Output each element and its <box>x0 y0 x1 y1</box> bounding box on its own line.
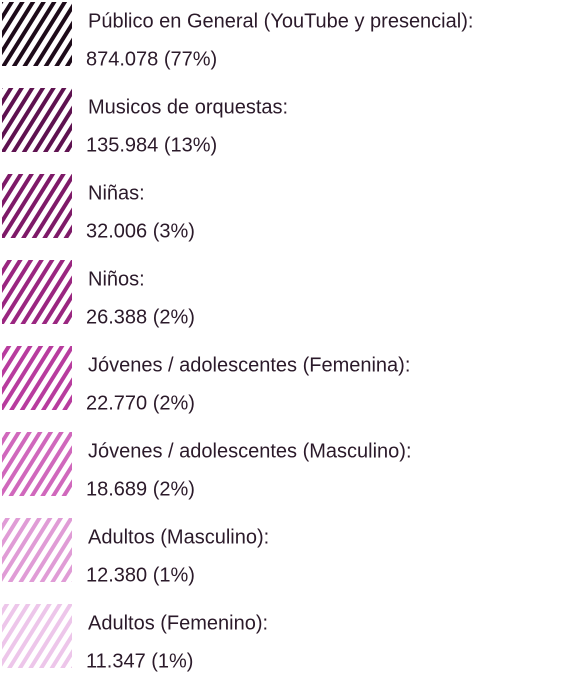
legend-swatch <box>2 432 72 496</box>
legend-swatch <box>2 518 72 582</box>
legend-value: 26.388 (2%) <box>86 306 195 328</box>
legend-swatch <box>2 346 72 410</box>
legend-label: Musicos de orquestas: <box>88 96 288 118</box>
legend-value: 12.380 (1%) <box>86 564 195 586</box>
legend-value: 135.984 (13%) <box>86 134 217 156</box>
legend-label: Adultos (Masculino): <box>88 526 269 548</box>
legend-value: 18.689 (2%) <box>86 478 195 500</box>
legend-value: 32.006 (3%) <box>86 220 195 242</box>
legend-value: 22.770 (2%) <box>86 392 195 414</box>
legend-swatch <box>2 260 72 324</box>
legend-value: 11.347 (1%) <box>86 650 193 672</box>
legend-label: Jóvenes / adolescentes (Masculino): <box>88 440 412 462</box>
legend-label: Público en General (YouTube y presencial… <box>88 10 473 32</box>
legend-swatch <box>2 2 72 66</box>
legend-swatch <box>2 174 72 238</box>
legend-label: Adultos (Femenino): <box>88 612 268 634</box>
legend-label: Niños: <box>88 268 145 290</box>
legend-swatch <box>2 604 72 668</box>
legend-value: 874.078 (77%) <box>86 48 217 70</box>
legend-swatch <box>2 88 72 152</box>
legend-label: Jóvenes / adolescentes (Femenina): <box>88 354 410 376</box>
legend-label: Niñas: <box>88 182 145 204</box>
